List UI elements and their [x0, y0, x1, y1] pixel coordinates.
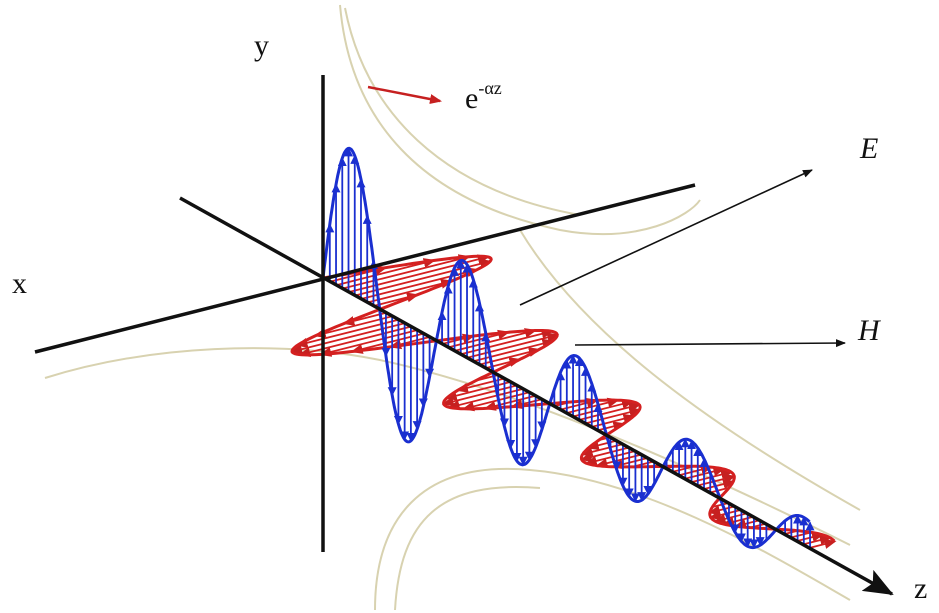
- diagram: y x z E H e-αz: [0, 0, 939, 613]
- z-label: z: [914, 572, 927, 605]
- e-wave-curve: [323, 148, 810, 547]
- z-axis-line: [180, 198, 892, 594]
- attenuation-exponent: -αz: [478, 78, 501, 98]
- envelope-curves: [45, 5, 860, 610]
- e-label: E: [859, 132, 878, 165]
- attenuation-base: e: [465, 82, 478, 115]
- e-field-arrow: [520, 170, 812, 305]
- y-label: y: [254, 29, 269, 62]
- attenuation-label: e-αz: [465, 78, 502, 115]
- h-label: H: [857, 314, 882, 347]
- x-label: x: [12, 267, 27, 300]
- waves: [292, 148, 834, 547]
